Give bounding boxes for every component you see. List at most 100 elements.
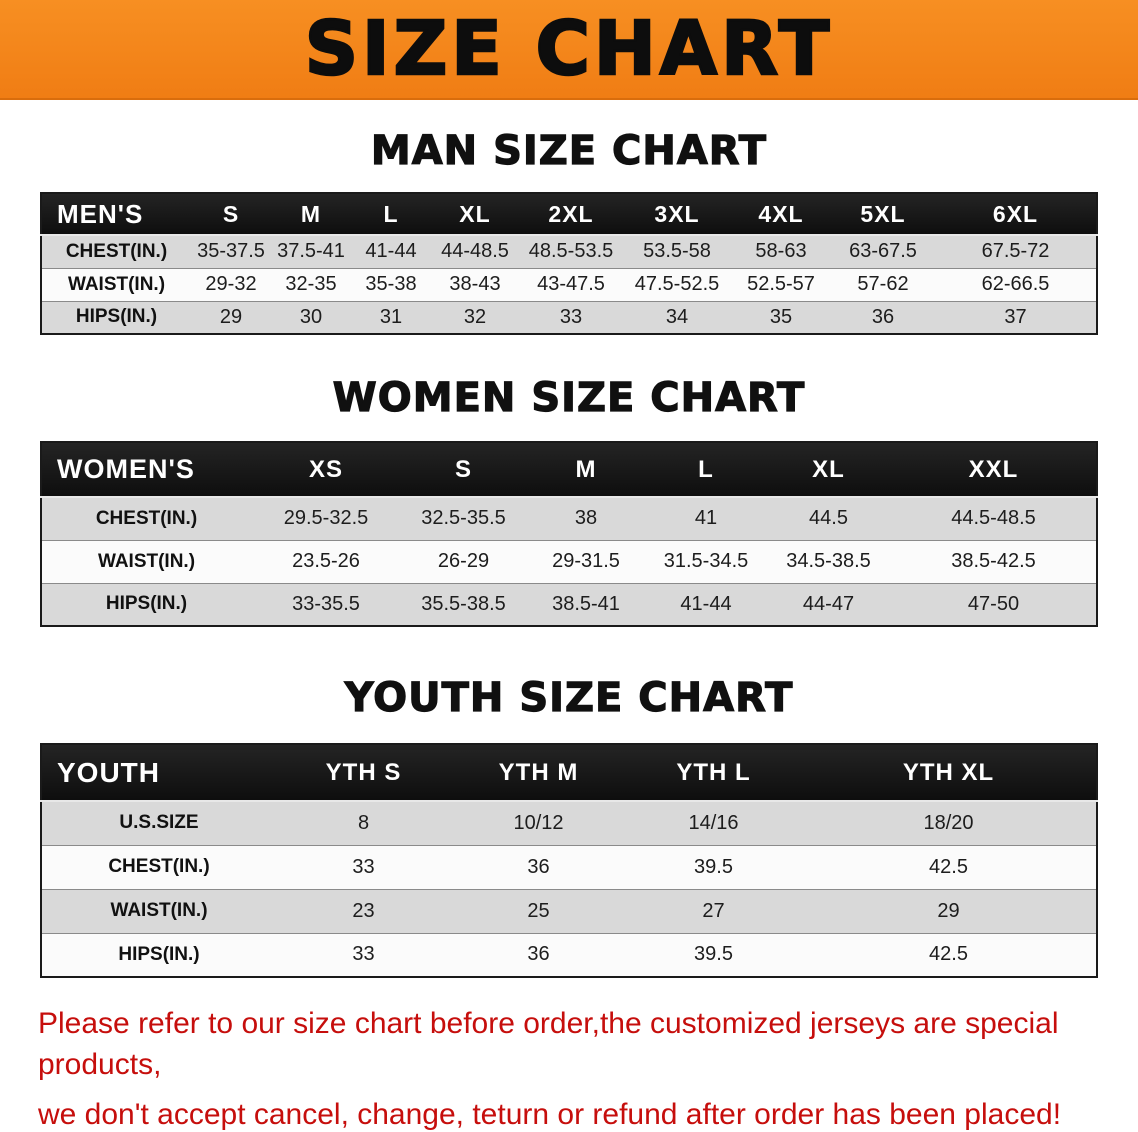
value-cell: 47.5-52.5: [623, 267, 731, 301]
value-cell: 38.5-41: [526, 582, 646, 626]
value-cell: 29-32: [191, 267, 271, 301]
table-title-cell: WOMEN'S: [41, 442, 251, 498]
men-size-table: MEN'S S M L XL 2XL 3XL 4XL 5XL 6XL CHEST(IN.) 35-37…: [40, 192, 1098, 335]
value-cell: 26-29: [401, 539, 526, 583]
table-header-row: YOUTH YTH S YTH M YTH L YTH XL: [41, 744, 1097, 802]
value-cell: 30: [271, 300, 351, 334]
value-cell: 34.5-38.5: [766, 539, 891, 583]
value-cell: 29: [801, 888, 1097, 933]
section-men: MAN SIZE CHART MEN'S S M L XL 2XL 3XL 4XL 5XL 6XL…: [0, 100, 1138, 335]
value-cell: 67.5-72: [935, 234, 1097, 268]
size-header-cell: XXL: [891, 442, 1097, 498]
value-cell: 27: [626, 888, 801, 933]
value-cell: 18/20: [801, 800, 1097, 845]
table-row: CHEST(IN.) 35-37.5 37.5-41 41-44 44-48.5 48.5…: [41, 234, 1097, 268]
value-cell: 62-66.5: [935, 267, 1097, 301]
value-cell: 38-43: [431, 267, 519, 301]
size-header-cell: M: [271, 193, 351, 236]
row-label-cell: CHEST(IN.): [41, 234, 191, 268]
value-cell: 47-50: [891, 582, 1097, 626]
row-label-cell: HIPS(IN.): [41, 932, 276, 977]
value-cell: 33: [519, 300, 623, 334]
value-cell: 23: [276, 888, 451, 933]
table-row: HIPS(IN.) 33-35.5 35.5-38.5 38.5-41 41-44 44-…: [41, 582, 1097, 626]
table-row: HIPS(IN.) 33 36 39.5 42.5: [41, 932, 1097, 977]
value-cell: 29.5-32.5: [251, 496, 401, 540]
size-header-cell: 4XL: [731, 193, 831, 236]
value-cell: 29: [191, 300, 271, 334]
row-label-cell: U.S.SIZE: [41, 800, 276, 845]
row-label-cell: WAIST(IN.): [41, 267, 191, 301]
size-header-cell: 5XL: [831, 193, 935, 236]
value-cell: 53.5-58: [623, 234, 731, 268]
value-cell: 35: [731, 300, 831, 334]
size-header-cell: L: [351, 193, 431, 236]
value-cell: 48.5-53.5: [519, 234, 623, 268]
value-cell: 44-48.5: [431, 234, 519, 268]
youth-section-heading: YOUTH SIZE CHART: [344, 674, 794, 721]
row-label-cell: CHEST(IN.): [41, 844, 276, 889]
table-row: CHEST(IN.) 29.5-32.5 32.5-35.5 38 41 44.5 44.5…: [41, 496, 1097, 540]
value-cell: 32.5-35.5: [401, 496, 526, 540]
size-header-cell: L: [646, 442, 766, 498]
size-header-cell: YTH XL: [801, 744, 1097, 802]
value-cell: 58-63: [731, 234, 831, 268]
value-cell: 42.5: [801, 932, 1097, 977]
size-header-cell: 3XL: [623, 193, 731, 236]
value-cell: 37: [935, 300, 1097, 334]
table-row: HIPS(IN.) 29 30 31 32 33 34 35 36 37: [41, 300, 1097, 334]
row-label-cell: CHEST(IN.): [41, 496, 251, 540]
men-section-heading: MAN SIZE CHART: [370, 127, 768, 174]
table-header-row: WOMEN'S XS S M L XL XXL: [41, 442, 1097, 498]
value-cell: 44.5-48.5: [891, 496, 1097, 540]
value-cell: 23.5-26: [251, 539, 401, 583]
table-title-cell: MEN'S: [41, 193, 191, 236]
size-header-cell: M: [526, 442, 646, 498]
value-cell: 29-31.5: [526, 539, 646, 583]
value-cell: 39.5: [626, 932, 801, 977]
value-cell: 43-47.5: [519, 267, 623, 301]
value-cell: 35-37.5: [191, 234, 271, 268]
row-label-cell: WAIST(IN.): [41, 888, 276, 933]
value-cell: 31.5-34.5: [646, 539, 766, 583]
value-cell: 33: [276, 932, 451, 977]
table-row: WAIST(IN.) 23.5-26 26-29 29-31.5 31.5-34.5 34…: [41, 539, 1097, 583]
youth-size-table: YOUTH YTH S YTH M YTH L YTH XL U.S.SIZE 8 10/12…: [40, 743, 1098, 978]
page-title: SIZE CHART: [304, 6, 834, 92]
size-header-cell: YTH L: [626, 744, 801, 802]
size-header-cell: YTH S: [276, 744, 451, 802]
table-row: CHEST(IN.) 33 36 39.5 42.5: [41, 844, 1097, 889]
value-cell: 10/12: [451, 800, 626, 845]
value-cell: 44.5: [766, 496, 891, 540]
value-cell: 36: [451, 844, 626, 889]
table-row: WAIST(IN.) 23 25 27 29: [41, 888, 1097, 933]
value-cell: 14/16: [626, 800, 801, 845]
value-cell: 37.5-41: [271, 234, 351, 268]
table-row: WAIST(IN.) 29-32 32-35 35-38 38-43 43-47.5 47.…: [41, 267, 1097, 301]
disclaimer: Please refer to our size chart before or…: [38, 1004, 1100, 1132]
value-cell: 63-67.5: [831, 234, 935, 268]
disclaimer-line-1: Please refer to our size chart before or…: [38, 1007, 1059, 1081]
women-size-table: WOMEN'S XS S M L XL XXL CHEST(IN.) 29.5-32.5 32.5…: [40, 441, 1098, 627]
section-women: WOMEN SIZE CHART WOMEN'S XS S M L XL XXL CHEST(…: [0, 335, 1138, 627]
value-cell: 32: [431, 300, 519, 334]
women-section-heading: WOMEN SIZE CHART: [332, 374, 806, 421]
value-cell: 36: [451, 932, 626, 977]
value-cell: 33-35.5: [251, 582, 401, 626]
size-header-cell: XL: [766, 442, 891, 498]
size-header-cell: 2XL: [519, 193, 623, 236]
value-cell: 8: [276, 800, 451, 845]
size-header-cell: S: [401, 442, 526, 498]
value-cell: 42.5: [801, 844, 1097, 889]
value-cell: 32-35: [271, 267, 351, 301]
value-cell: 33: [276, 844, 451, 889]
table-title-cell: YOUTH: [41, 744, 276, 802]
table-row: U.S.SIZE 8 10/12 14/16 18/20: [41, 800, 1097, 845]
value-cell: 52.5-57: [731, 267, 831, 301]
row-label-cell: HIPS(IN.): [41, 582, 251, 626]
size-chart-banner: SIZE CHART: [0, 0, 1138, 100]
disclaimer-line-2: we don't accept cancel, change, teturn o…: [38, 1098, 1062, 1131]
value-cell: 35-38: [351, 267, 431, 301]
table-header-row: MEN'S S M L XL 2XL 3XL 4XL 5XL 6XL: [41, 193, 1097, 236]
